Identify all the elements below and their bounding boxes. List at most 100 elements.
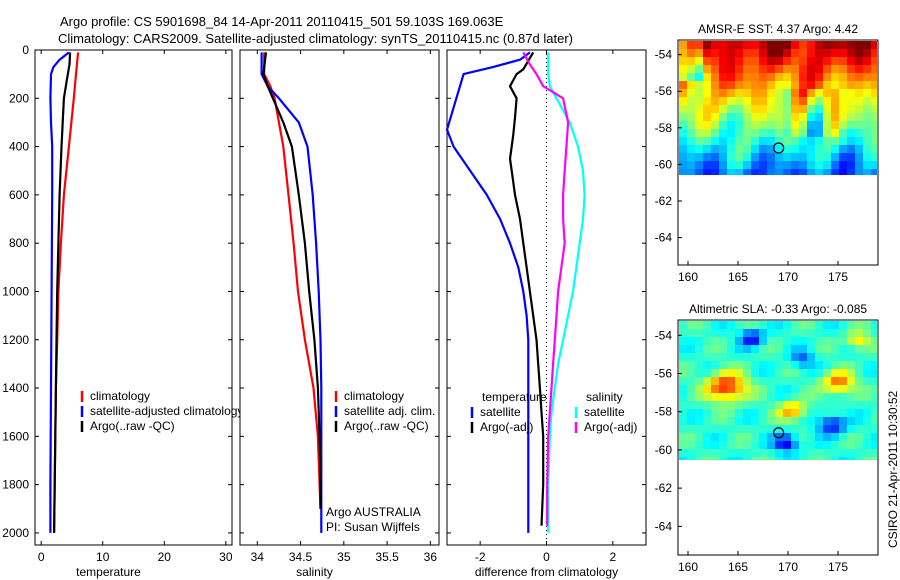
heatmap-cell bbox=[695, 353, 703, 361]
heatmap-cell bbox=[871, 321, 877, 329]
x-tick-label: 165 bbox=[728, 270, 748, 284]
heatmap-cell bbox=[703, 161, 711, 169]
heatmap-cell bbox=[791, 129, 799, 137]
heatmap-cell bbox=[791, 65, 799, 73]
heatmap-cell bbox=[759, 345, 767, 353]
heatmap-cell bbox=[807, 41, 815, 49]
heatmap-cell bbox=[743, 89, 751, 97]
heatmap-cell bbox=[719, 425, 727, 433]
y-tick-label: 800 bbox=[9, 236, 29, 250]
y-tick-label: 1200 bbox=[2, 333, 29, 347]
heatmap-cell bbox=[775, 73, 783, 81]
heatmap-cell bbox=[799, 377, 807, 385]
legend-entry: satellite bbox=[480, 405, 521, 419]
heatmap-cell bbox=[815, 433, 823, 441]
heatmap-cell bbox=[871, 425, 877, 433]
heatmap-cell bbox=[711, 153, 719, 161]
heatmap-cell bbox=[839, 113, 847, 121]
heatmap-cell bbox=[775, 153, 783, 161]
heatmap-cell bbox=[791, 417, 799, 425]
legend-entry: temperature bbox=[482, 390, 547, 404]
heatmap-cell bbox=[783, 65, 791, 73]
heatmap-cell bbox=[767, 129, 775, 137]
title-line-2: Climatology: CARS2009. Satellite-adjuste… bbox=[58, 31, 573, 46]
heatmap-cell bbox=[791, 169, 799, 175]
heatmap-cell bbox=[871, 113, 877, 121]
heatmap-cell bbox=[767, 353, 775, 361]
heatmap-cell bbox=[679, 329, 687, 337]
heatmap-cell bbox=[823, 321, 831, 329]
heatmap-cell bbox=[855, 377, 863, 385]
heatmap-cell bbox=[735, 153, 743, 161]
heatmap-cell bbox=[679, 57, 687, 65]
heatmap-cell bbox=[679, 105, 687, 113]
heatmap-cell bbox=[815, 329, 823, 337]
heatmap-cell bbox=[767, 377, 775, 385]
heatmap-cell bbox=[783, 105, 791, 113]
heatmap-cell bbox=[799, 369, 807, 377]
heatmap-cell bbox=[743, 129, 751, 137]
heatmap-cell bbox=[759, 417, 767, 425]
heatmap-cell bbox=[751, 73, 759, 81]
heatmap-cell bbox=[695, 417, 703, 425]
heatmap-cell bbox=[727, 337, 735, 345]
heatmap-cell bbox=[783, 137, 791, 145]
heatmap-cell bbox=[687, 153, 695, 161]
heatmap-cell bbox=[679, 89, 687, 97]
heatmap-cell bbox=[791, 153, 799, 161]
heatmap-cell bbox=[711, 369, 719, 377]
heatmap-cell bbox=[767, 425, 775, 433]
heatmap-cell bbox=[751, 137, 759, 145]
heatmap-cell bbox=[871, 377, 877, 385]
heatmap-cell bbox=[775, 401, 783, 409]
heatmap-cell bbox=[775, 49, 783, 57]
heatmap-cell bbox=[759, 89, 767, 97]
x-tick-label: -2 bbox=[475, 550, 486, 564]
heatmap-cell bbox=[831, 377, 839, 385]
heatmap-cell bbox=[855, 353, 863, 361]
heatmap-cell bbox=[679, 49, 687, 57]
heatmap-cell bbox=[775, 65, 783, 73]
heatmap-cell bbox=[823, 121, 831, 129]
heatmap-cell bbox=[751, 89, 759, 97]
heatmap-cell bbox=[791, 385, 799, 393]
heatmap-cell bbox=[735, 57, 743, 65]
heatmap-cell bbox=[831, 401, 839, 409]
heatmap-cell bbox=[783, 385, 791, 393]
heatmap-cell bbox=[855, 401, 863, 409]
heatmap-cell bbox=[727, 89, 735, 97]
heatmap-cell bbox=[855, 89, 863, 97]
heatmap-cell bbox=[767, 41, 775, 49]
heatmap-cell bbox=[839, 145, 847, 153]
heatmap-cell bbox=[767, 57, 775, 65]
heatmap-cell bbox=[679, 113, 687, 121]
heatmap-cell bbox=[863, 81, 871, 89]
legend-entry: Argo(-adj) bbox=[584, 420, 637, 434]
heatmap-cell bbox=[743, 369, 751, 377]
heatmap-cell bbox=[847, 449, 855, 457]
heatmap-cell bbox=[815, 81, 823, 89]
heatmap-cell bbox=[695, 169, 703, 175]
y-tick-label: -56 bbox=[655, 84, 673, 98]
heatmap-cell bbox=[751, 153, 759, 161]
heatmap-cell bbox=[807, 353, 815, 361]
heatmap-cell bbox=[695, 377, 703, 385]
heatmap-cell bbox=[759, 49, 767, 57]
heatmap-cell bbox=[727, 137, 735, 145]
heatmap-cell bbox=[815, 169, 823, 175]
heatmap-cell bbox=[775, 385, 783, 393]
heatmap-cell bbox=[775, 433, 783, 441]
heatmap-cell bbox=[839, 65, 847, 73]
heatmap-cell bbox=[815, 145, 823, 153]
y-tick-label: -58 bbox=[655, 405, 673, 419]
heatmap-cell bbox=[711, 321, 719, 329]
heatmap-cell bbox=[815, 409, 823, 417]
heatmap-cell bbox=[831, 433, 839, 441]
heatmap-cell bbox=[831, 321, 839, 329]
series-black-line bbox=[508, 51, 545, 526]
heatmap-cell bbox=[831, 129, 839, 137]
heatmap-cell bbox=[735, 353, 743, 361]
heatmap-cell bbox=[839, 81, 847, 89]
heatmap-cell bbox=[783, 161, 791, 169]
heatmap-cell bbox=[679, 169, 687, 175]
